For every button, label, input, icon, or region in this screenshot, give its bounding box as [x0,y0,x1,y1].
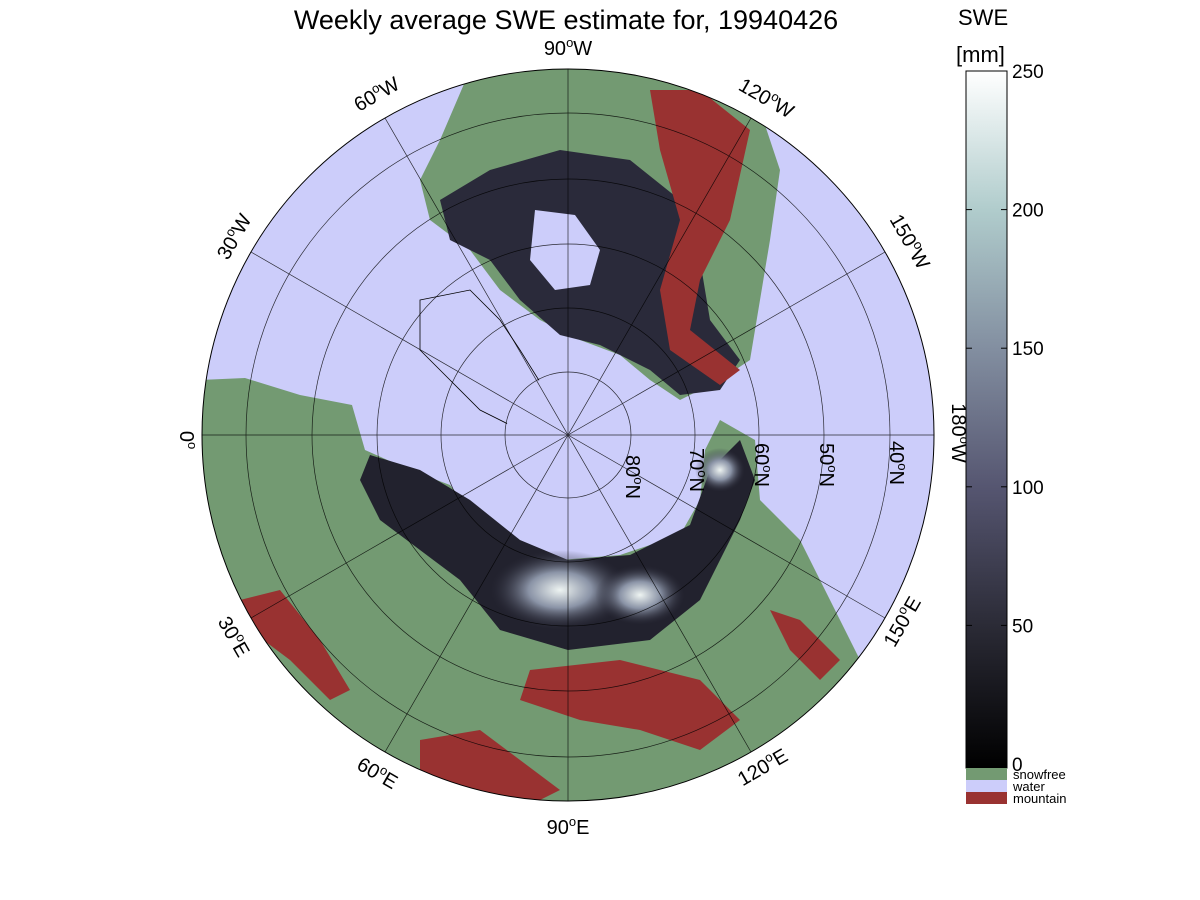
legend-swatch-water [966,780,1007,792]
snow-peak-siberia [490,550,630,630]
colorbar-tick-label: 250 [1012,62,1044,83]
europe-mountains [240,590,350,700]
legend-label-mountain: mountain [1013,791,1066,806]
colorbar-tick-label: 200 [1012,201,1044,222]
legend-swatch-mountain [966,792,1007,804]
east-asia-mountains [770,610,840,680]
meridian-label-0: 0o [175,431,200,449]
asia-mountains [520,660,740,750]
legend-label-water: water [1012,779,1045,794]
meridian-label-90e: 90oE [547,814,590,839]
parallel-label-50n: 50oN [815,443,840,487]
colorbar-tick-label: 100 [1012,478,1044,499]
tibet-mountains [420,730,560,801]
colorbar-tick-label: 150 [1012,339,1044,360]
snow-peak-yakutia [595,565,685,625]
graticule [202,69,934,801]
legend-swatch-snowfree [966,768,1007,780]
parallel-label-60n: 60oN [750,443,775,487]
meridian-label-30e: 30oE [213,611,256,661]
map-boundary [201,68,935,802]
colorbar-tick-label: 50 [1012,616,1033,637]
legend-label-snowfree: snowfree [1013,767,1066,782]
colorbar-label-unit: [mm] [956,42,1005,67]
colorbar-label-swe: SWE [958,5,1008,30]
colorbar-gradient [965,70,1008,769]
meridian-label-180w: 180oW [947,403,972,463]
meridian-label-90w: 90oW [544,35,592,60]
colorbar: SWE [mm] 0 50 100 150 200 250 snowfreewatermo… [956,5,1066,806]
parallel-labels: 80oN 70oN 60oN 50oN 40oN [621,441,910,499]
parallel-label-80n: 80oN [621,455,646,499]
hudson-bay [530,210,600,290]
polar-map [201,68,935,802]
meridian-label-60w: 60oW [349,71,403,117]
colorbar-ticks: 0 50 100 150 200 250 [966,62,1044,776]
meridian-150w-30e [250,251,886,619]
rockies-mountains [650,90,750,385]
colorbar-tick-label: 0 [1012,755,1023,776]
snow-peak-kamchatka [695,448,745,492]
meridian-label-150w: 150oW [885,209,936,273]
parallel-label-70n: 70oN [685,448,710,492]
map-title: Weekly average SWE estimate for, 1994042… [294,5,838,35]
parallel-label-40n: 40oN [885,441,910,485]
